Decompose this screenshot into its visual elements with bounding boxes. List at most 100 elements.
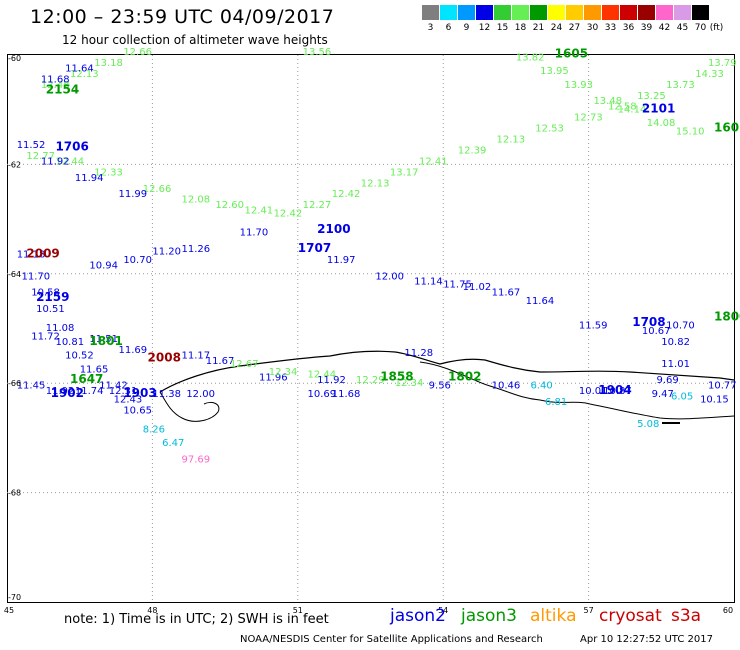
wave-height-value: 12.66 [143, 184, 172, 195]
wave-height-value: 12.44 [55, 156, 84, 167]
wave-height-value: 14.14 [618, 104, 647, 115]
wave-height-value: 11.18 [17, 249, 46, 260]
pass-time-label: 1902 [51, 386, 84, 400]
scale-swatch [458, 5, 475, 20]
wave-height-value: 9.47 [652, 389, 674, 400]
lat-tick-label: -70 [8, 593, 21, 602]
wave-height-value: 11.26 [181, 244, 210, 255]
wave-height-value: 11.59 [579, 321, 608, 332]
wave-height-value: 11.64 [526, 296, 555, 307]
lon-tick-label: 60 [723, 606, 733, 615]
scale-label: 30 [586, 23, 599, 33]
pass-time-label: 2101 [642, 101, 675, 115]
scale-label: 21 [532, 23, 545, 33]
wave-height-value: 6.47 [162, 438, 184, 449]
scale-swatch [584, 5, 601, 20]
wave-height-value: 10.69 [307, 389, 336, 400]
scale-label: 24 [550, 23, 563, 33]
wave-height-value: 12.29 [356, 375, 385, 386]
lat-tick-label: -68 [8, 489, 21, 498]
wave-height-value: 12.67 [230, 359, 259, 370]
wave-height-value: 12.53 [535, 124, 564, 135]
wave-height-value: 11.70 [240, 228, 269, 239]
lat-tick-label: -64 [8, 270, 21, 279]
wave-height-value: 13.17 [390, 167, 419, 178]
credit-line: NOAA/NESDIS Center for Satellite Applica… [240, 634, 543, 645]
pass-time-label: 2008 [148, 350, 181, 364]
wave-height-value: 8.26 [143, 424, 165, 435]
scale-swatch [494, 5, 511, 20]
wave-height-value: 10.01 [579, 386, 608, 397]
wave-height-value: 13.48 [593, 96, 622, 107]
lon-tick-label: 51 [293, 606, 303, 615]
wave-height-value: 11.92 [46, 386, 75, 397]
wave-height-value: 14.08 [647, 118, 676, 129]
scale-unit: (ft) [709, 23, 724, 33]
coastline-bay [159, 391, 220, 422]
wave-height-value: 12.66 [123, 47, 152, 58]
scale-swatch [638, 5, 655, 20]
scale-label: 9 [463, 23, 470, 33]
pass-time-label: 1904 [598, 383, 631, 397]
wave-height-value: 10.82 [661, 337, 690, 348]
scale-swatch [476, 5, 493, 20]
scale-swatch [566, 5, 583, 20]
wave-height-value: 11.65 [80, 364, 109, 375]
scale-swatch [548, 5, 565, 20]
pass-time-label: 2100 [317, 222, 350, 236]
wave-height-value: 11.17 [181, 351, 210, 362]
scale-label: 18 [514, 23, 527, 33]
antarctic-coastline [159, 350, 735, 393]
pass-time-label: 2159 [36, 290, 69, 304]
wave-height-value: 13.18 [94, 58, 123, 69]
wave-height-value: 10.67 [642, 326, 671, 337]
wave-height-value: 13.95 [540, 66, 569, 77]
lat-tick-label: -66 [8, 379, 21, 388]
lat-tick-label: -62 [8, 160, 21, 169]
scale-label: 33 [604, 23, 617, 33]
wave-height-value: 12.33 [94, 167, 123, 178]
scale-label: 39 [640, 23, 653, 33]
wave-height-value: 10.70 [666, 321, 695, 332]
wave-height-value: 11.02 [463, 282, 492, 293]
graticule [7, 55, 734, 602]
wave-height-value: 11.92 [317, 375, 346, 386]
wave-height-value: 10.65 [123, 405, 152, 416]
wave-height-value: 9.56 [429, 381, 451, 392]
wave-height-value: 11.97 [327, 255, 356, 266]
wave-height-value: 11.38 [152, 389, 181, 400]
wave-height-value: 12.77 [26, 151, 55, 162]
scale-label: 42 [658, 23, 671, 33]
wave-height-value: 12.42 [274, 208, 303, 219]
wave-height-value: 12.34 [269, 367, 298, 378]
wave-height-value: 10.77 [708, 381, 737, 392]
wave-height-value: 12.00 [375, 271, 404, 282]
wave-height-value: 11.45 [17, 381, 46, 392]
scale-swatch [422, 5, 439, 20]
wave-height-value: 10.70 [123, 255, 152, 266]
generated-timestamp: Apr 10 12:27:52 UTC 2017 [580, 634, 713, 645]
wave-height-value: 5.08 [637, 419, 659, 430]
wave-height-value: 11.67 [492, 288, 521, 299]
wave-height-value: 12.13 [70, 69, 99, 80]
pass-time-label: 2154 [46, 82, 79, 96]
scale-label: 27 [568, 23, 581, 33]
wave-height-value: 12.48 [41, 80, 70, 91]
pass-time-label: 1647 [70, 372, 103, 386]
scale-swatch [656, 5, 673, 20]
scale-swatch [440, 5, 457, 20]
wave-height-value: 12.60 [215, 200, 244, 211]
wave-height-value: 12.34 [395, 378, 424, 389]
wave-height-value: 12.41 [419, 156, 448, 167]
wave-height-value: 11.20 [152, 247, 181, 258]
scale-swatch [530, 5, 547, 20]
wave-height-value: 13.56 [303, 47, 332, 58]
wave-height-value: 12.44 [307, 370, 336, 381]
wave-height-value: 11.42 [99, 381, 128, 392]
pass-time-label: 160 [714, 121, 739, 135]
satellite-jason2-label: jason2 [390, 606, 446, 626]
wave-height-value: 12.13 [497, 135, 526, 146]
